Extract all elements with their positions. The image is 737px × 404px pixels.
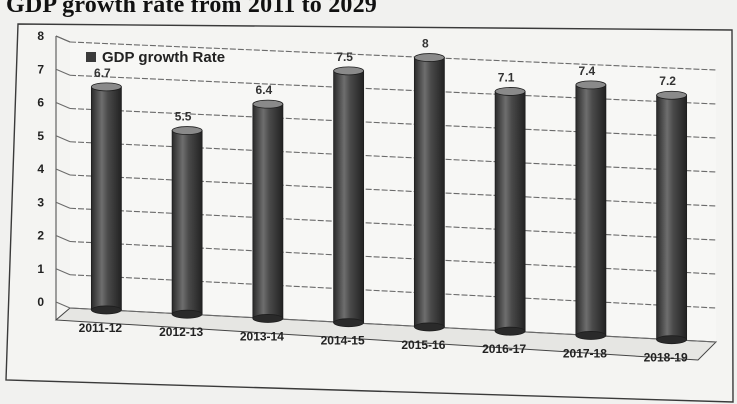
bar-top <box>90 82 122 92</box>
data-label: 7.2 <box>659 74 676 88</box>
bar <box>333 70 365 324</box>
data-label: 6.4 <box>256 83 273 97</box>
bar-top <box>171 126 203 135</box>
plot-back-wall <box>70 42 716 342</box>
gridline-depth <box>55 268 71 276</box>
legend-label: GDP growth Rate <box>102 49 225 66</box>
data-labels: 6.7 5.5 6.4 7.5 8 7.1 7.4 7.2 <box>94 37 676 124</box>
gridline-depth <box>55 301 71 309</box>
data-label: 8 <box>422 37 429 51</box>
bar-base <box>252 314 284 323</box>
gridline-depth <box>55 102 71 109</box>
bar-top <box>333 66 365 76</box>
gridline-depth <box>55 235 71 242</box>
data-label: 7.4 <box>579 64 596 78</box>
y-tick-label: 4 <box>37 162 44 176</box>
bar-base <box>494 326 526 336</box>
y-axis-ticks: 0 1 2 3 4 5 6 7 8 <box>37 29 44 309</box>
bar <box>656 94 688 341</box>
y-tick-label: 6 <box>37 96 44 110</box>
x-tick-label: 2014-15 <box>321 334 365 348</box>
y-tick-label: 5 <box>37 129 44 143</box>
gridline <box>69 74 717 105</box>
bar <box>575 84 607 336</box>
gridline-depth <box>55 135 71 143</box>
legend: GDP growth Rate <box>86 49 225 66</box>
x-tick-label: 2013-14 <box>240 329 284 343</box>
bar-top <box>413 53 445 62</box>
bar-top <box>252 99 284 109</box>
bar-top <box>656 90 688 100</box>
bar-base <box>575 331 607 340</box>
gridline <box>69 107 717 139</box>
x-tick-label: 2011-12 <box>79 321 123 335</box>
x-tick-label: 2016-17 <box>482 342 526 356</box>
gridline-depth <box>55 201 71 209</box>
data-label: 7.5 <box>336 50 353 64</box>
page-title: GDP growth rate from 2011 to 2029 <box>6 0 377 18</box>
y-tick-label: 0 <box>37 295 44 309</box>
bar-base <box>656 335 688 345</box>
x-tick-label: 2017-18 <box>563 346 607 360</box>
y-tick-label: 3 <box>37 195 44 209</box>
bar-top <box>575 80 607 90</box>
y-tick-label: 2 <box>37 229 44 243</box>
bar-base <box>413 322 445 332</box>
data-label: 5.5 <box>175 110 192 124</box>
bar-base <box>333 318 365 328</box>
gridline-depth <box>55 35 71 43</box>
bars <box>90 53 688 345</box>
legend-swatch <box>86 52 96 62</box>
y-tick-label: 1 <box>37 262 44 276</box>
bar <box>90 86 122 311</box>
y-tick-label: 7 <box>37 62 44 76</box>
y-tick-label: 8 <box>37 29 44 43</box>
bar-base <box>171 309 203 319</box>
x-axis-ticks: 2011-12 2012-13 2013-14 2014-15 2015-16 2016-… <box>79 321 688 365</box>
bar-base <box>90 305 122 315</box>
data-label: 7.1 <box>498 70 515 84</box>
bar <box>171 130 203 315</box>
gridline <box>69 41 717 71</box>
x-tick-label: 2018-19 <box>644 351 688 365</box>
bar-top <box>494 87 526 96</box>
bar <box>494 91 526 332</box>
data-label: 6.7 <box>94 66 111 80</box>
x-tick-label: 2015-16 <box>401 338 445 352</box>
bar <box>413 57 445 328</box>
gridline-depth <box>55 68 71 76</box>
bar <box>252 103 284 319</box>
gridline-depth <box>55 168 71 176</box>
x-tick-label: 2012-13 <box>159 325 203 339</box>
